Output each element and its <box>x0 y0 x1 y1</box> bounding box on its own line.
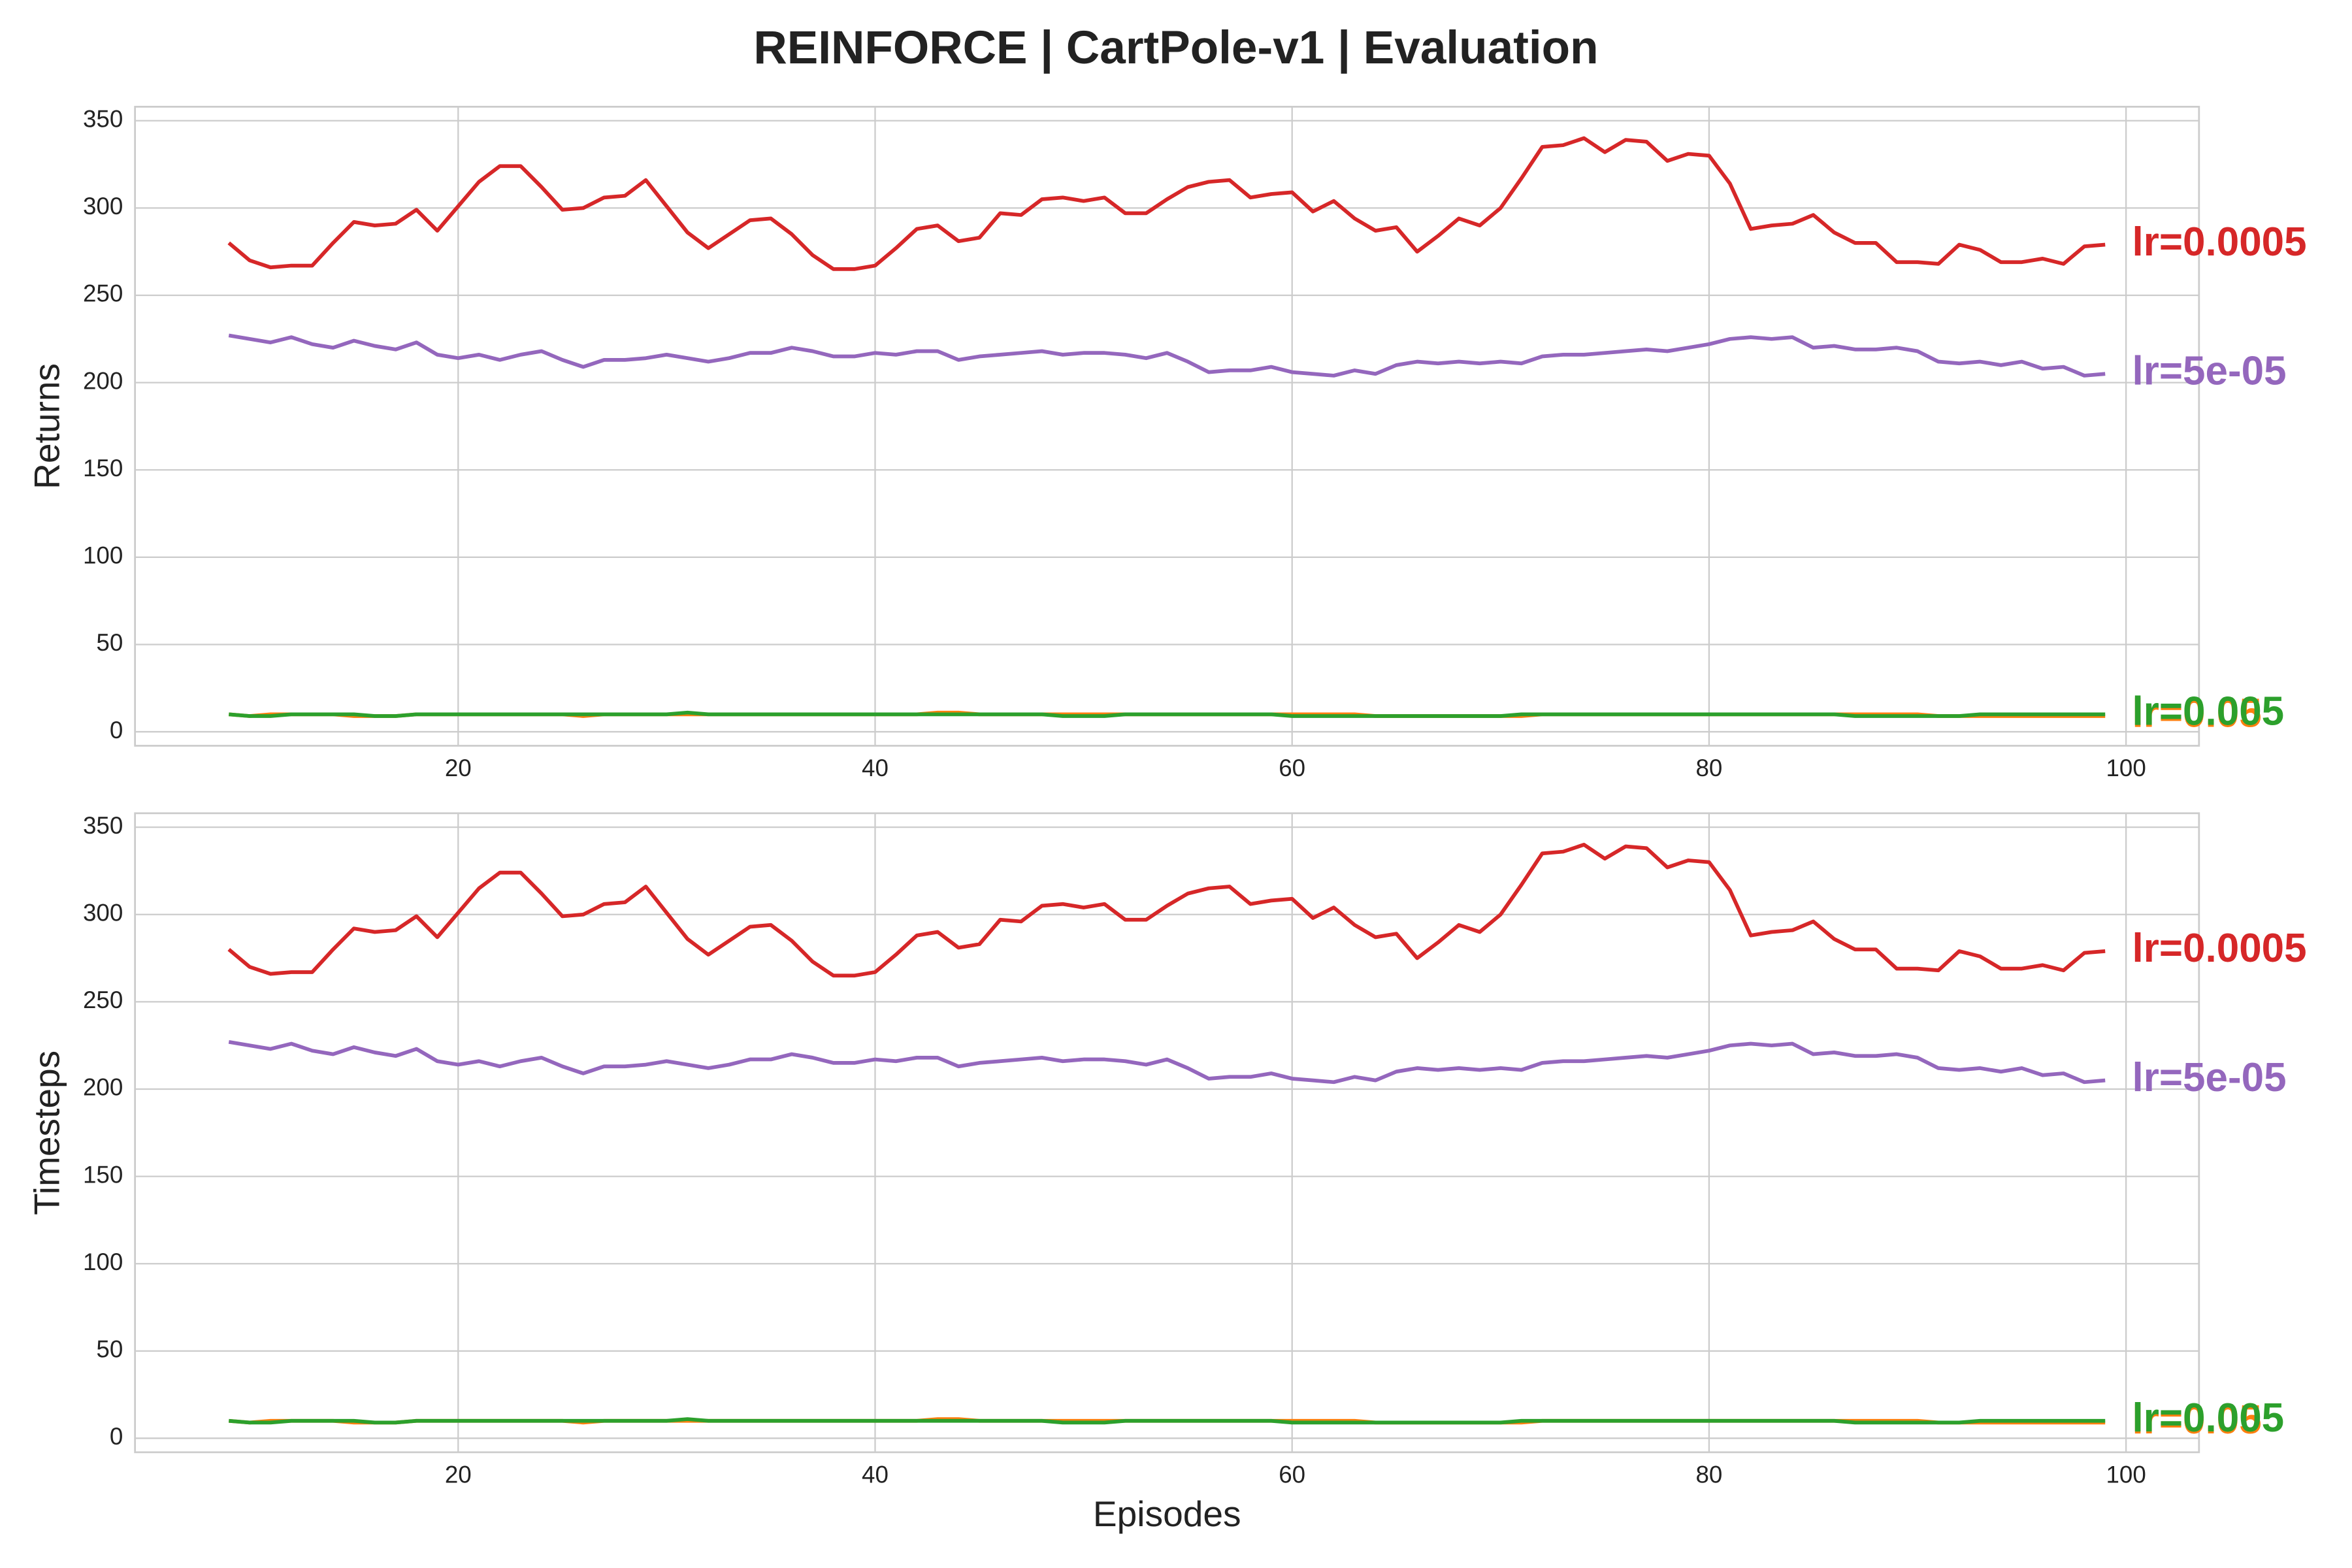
y-axis-label: Returns <box>26 363 67 489</box>
x-tick-label: 80 <box>1695 755 1722 781</box>
x-tick-label: 20 <box>445 1461 472 1488</box>
y-tick-label: 0 <box>110 717 123 743</box>
y-tick-label: 350 <box>83 105 123 132</box>
plot-frame <box>134 812 2200 1454</box>
y-tick-label: 150 <box>83 455 123 482</box>
y-tick-label: 100 <box>83 542 123 569</box>
y-tick-label: 200 <box>83 367 123 394</box>
x-tick-label: 100 <box>2106 1461 2146 1488</box>
series-label: lr=0.05 <box>2132 1397 2262 1443</box>
series-line <box>228 1040 2106 1085</box>
y-tick-label: 350 <box>83 812 123 839</box>
series-line <box>228 333 2106 378</box>
y-tick-label: 250 <box>83 280 123 307</box>
x-tick-label: 100 <box>2106 755 2146 781</box>
series-line <box>229 1417 2106 1425</box>
y-axis-label: Timesteps <box>26 1051 67 1215</box>
y-tick-label: 50 <box>96 629 123 656</box>
series-line <box>229 710 2106 718</box>
series-line <box>227 136 2106 271</box>
series-label: lr=5e-05 <box>2132 1055 2287 1100</box>
series-line <box>227 843 2106 978</box>
series-label: lr=5e-05 <box>2132 349 2287 394</box>
x-tick-label: 60 <box>1279 1461 1305 1488</box>
series-label: lr=0.0005 <box>2132 220 2307 265</box>
plot-frame <box>134 106 2200 747</box>
figure-title: REINFORCE | CartPole-v1 | Evaluation <box>753 22 1598 74</box>
y-tick-label: 50 <box>96 1336 123 1363</box>
series-label: lr=0.005 <box>2132 1396 2285 1441</box>
series-label: lr=0.05 <box>2132 691 2262 736</box>
x-tick-label: 60 <box>1279 755 1305 781</box>
y-tick-label: 200 <box>83 1074 123 1101</box>
y-tick-label: 100 <box>83 1249 123 1275</box>
series-label: lr=0.0005 <box>2132 926 2307 971</box>
x-tick-label: 40 <box>862 755 889 781</box>
y-tick-label: 300 <box>83 193 123 220</box>
y-tick-label: 250 <box>83 987 123 1013</box>
y-tick-label: 300 <box>83 899 123 926</box>
x-tick-label: 20 <box>445 755 472 781</box>
x-axis-label: Episodes <box>1093 1494 1241 1534</box>
x-tick-label: 80 <box>1695 1461 1722 1488</box>
y-tick-label: 0 <box>110 1423 123 1450</box>
y-tick-label: 150 <box>83 1161 123 1188</box>
series-label: lr=0.005 <box>2132 689 2285 734</box>
x-tick-label: 40 <box>862 1461 889 1488</box>
